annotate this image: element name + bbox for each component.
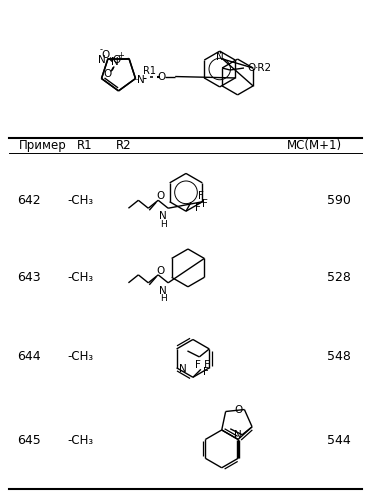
Text: O: O: [101, 49, 109, 59]
Text: F F: F F: [195, 360, 210, 370]
Text: 590: 590: [327, 194, 351, 207]
Text: O: O: [112, 54, 120, 64]
Text: R2: R2: [115, 139, 131, 152]
Text: +: +: [118, 51, 125, 60]
Text: N: N: [159, 286, 167, 296]
Text: R1: R1: [144, 65, 157, 75]
Text: H: H: [160, 220, 167, 229]
Text: N: N: [216, 52, 224, 62]
Text: 548: 548: [327, 350, 351, 363]
Text: H: H: [160, 294, 167, 303]
Text: R1: R1: [77, 139, 92, 152]
Text: N: N: [234, 431, 242, 441]
Text: 544: 544: [327, 435, 351, 448]
Text: F: F: [203, 367, 209, 377]
Text: -: -: [100, 45, 103, 54]
Text: O: O: [103, 69, 111, 79]
Text: N: N: [178, 364, 186, 374]
Text: ·R2: ·R2: [255, 63, 272, 73]
Text: -CH₃: -CH₃: [68, 194, 94, 207]
Text: Пример: Пример: [19, 139, 67, 152]
Text: 643: 643: [17, 271, 41, 284]
Text: O: O: [247, 63, 255, 73]
Text: МС(М+1): МС(М+1): [287, 139, 342, 152]
Text: O: O: [234, 405, 242, 415]
Text: 642: 642: [17, 194, 41, 207]
Text: O: O: [156, 266, 164, 276]
Text: O: O: [156, 191, 164, 201]
Text: 645: 645: [17, 435, 41, 448]
Text: N: N: [159, 211, 167, 221]
Text: F: F: [198, 191, 204, 201]
Text: O: O: [157, 71, 165, 81]
Text: 528: 528: [327, 271, 351, 284]
Text: N: N: [111, 57, 119, 67]
Text: 644: 644: [17, 350, 41, 363]
Text: N: N: [138, 74, 145, 84]
Text: F: F: [202, 199, 208, 209]
Text: -CH₃: -CH₃: [68, 350, 94, 363]
Text: N: N: [98, 54, 106, 64]
Text: -CH₃: -CH₃: [68, 435, 94, 448]
Text: -CH₃: -CH₃: [68, 271, 94, 284]
Text: F: F: [195, 203, 201, 213]
